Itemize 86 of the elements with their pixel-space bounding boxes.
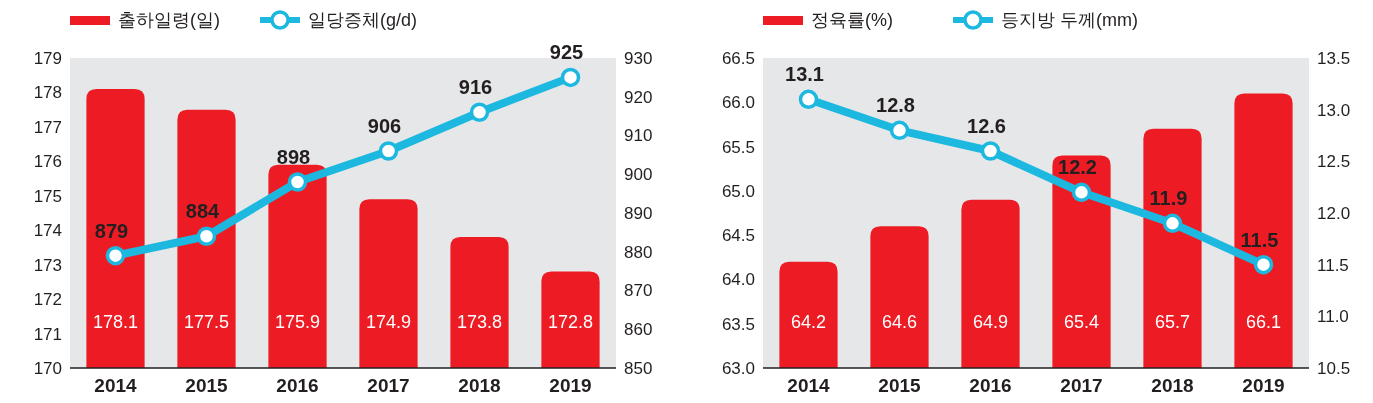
legend-label: 정육률(%) bbox=[811, 10, 893, 31]
data-label: 898 bbox=[276, 146, 311, 168]
y-tick-label: 179 bbox=[33, 48, 62, 68]
data-label: 64.2 bbox=[790, 312, 827, 332]
y-tick-label: 64.5 bbox=[721, 226, 755, 246]
point bbox=[798, 89, 819, 110]
y-tick-label: 175 bbox=[33, 186, 62, 206]
x-tick-label: 2018 bbox=[1151, 375, 1194, 396]
point bbox=[560, 67, 581, 88]
y-tick-label: 66.5 bbox=[721, 48, 755, 68]
data-label: 12.8 bbox=[876, 94, 915, 117]
y2-tick-label: 10.5 bbox=[1317, 358, 1351, 378]
y-tick-label: 172 bbox=[33, 290, 62, 310]
x-tick-label: 2017 bbox=[367, 375, 410, 396]
data-label: 65.4 bbox=[1063, 312, 1100, 332]
data-label: 925 bbox=[549, 41, 584, 64]
y-tick-label: 177 bbox=[33, 117, 62, 137]
legend-label: 등지방 두께(mm) bbox=[1001, 10, 1138, 31]
x-tick-label: 2015 bbox=[185, 375, 229, 396]
y2-tick-label: 850 bbox=[624, 358, 653, 378]
data-label: 12.2 bbox=[1058, 156, 1097, 179]
data-label: 64.6 bbox=[881, 312, 918, 332]
x-tick-label: 2016 bbox=[276, 375, 319, 396]
y2-tick-label: 900 bbox=[624, 165, 653, 185]
data-label: 177.5 bbox=[183, 312, 230, 332]
y2-tick-label: 890 bbox=[624, 203, 653, 223]
data-label: 906 bbox=[367, 115, 402, 137]
data-label: 11.9 bbox=[1149, 187, 1188, 210]
y-tick-label: 173 bbox=[33, 255, 62, 275]
data-label: 11.5 bbox=[1240, 228, 1279, 251]
legend-label: 출하일령(일) bbox=[118, 10, 220, 31]
y2-tick-label: 13.0 bbox=[1317, 100, 1351, 120]
y-tick-label: 174 bbox=[33, 221, 62, 241]
y2-tick-label: 11.5 bbox=[1317, 255, 1349, 275]
y2-tick-label: 930 bbox=[624, 48, 653, 68]
y2-tick-label: 910 bbox=[624, 126, 653, 146]
y-tick-label: 178 bbox=[33, 83, 62, 103]
y2-tick-label: 880 bbox=[624, 242, 653, 262]
x-tick-label: 2019 bbox=[549, 375, 592, 396]
y2-tick-label: 920 bbox=[624, 87, 653, 107]
y-tick-label: 170 bbox=[33, 358, 62, 378]
data-label: 879 bbox=[94, 219, 129, 242]
data-label: 173.8 bbox=[456, 312, 503, 332]
y-tick-label: 65.0 bbox=[721, 181, 755, 201]
point bbox=[378, 141, 399, 161]
y-tick-label: 171 bbox=[33, 324, 62, 344]
y-tick-label: 64.0 bbox=[721, 270, 755, 290]
data-label: 172.8 bbox=[547, 312, 594, 332]
point bbox=[469, 102, 490, 122]
point bbox=[196, 226, 217, 246]
y-tick-label: 176 bbox=[33, 152, 62, 172]
point bbox=[1253, 254, 1274, 275]
point bbox=[287, 172, 308, 192]
y2-tick-label: 12.0 bbox=[1317, 203, 1351, 223]
data-label: 66.1 bbox=[1245, 312, 1282, 332]
y-tick-label: 63.0 bbox=[721, 358, 755, 378]
point bbox=[1071, 182, 1092, 203]
y2-tick-label: 11.0 bbox=[1317, 307, 1349, 327]
data-label: 12.6 bbox=[967, 115, 1006, 137]
x-tick-label: 2015 bbox=[878, 375, 922, 396]
y2-tick-label: 870 bbox=[624, 281, 653, 301]
x-tick-label: 2017 bbox=[1060, 375, 1103, 396]
y-tick-label: 63.5 bbox=[721, 314, 755, 334]
legend-label: 일당증체(g/d) bbox=[308, 10, 418, 31]
x-tick-label: 2018 bbox=[458, 375, 501, 396]
y2-tick-label: 12.5 bbox=[1317, 152, 1351, 172]
y-tick-label: 65.5 bbox=[721, 137, 755, 157]
x-tick-label: 2014 bbox=[787, 375, 831, 396]
data-label: 65.7 bbox=[1154, 312, 1191, 332]
y-tick-label: 66.0 bbox=[721, 93, 755, 113]
point bbox=[105, 245, 126, 266]
data-label: 175.9 bbox=[274, 312, 321, 332]
point bbox=[889, 120, 910, 141]
x-tick-label: 2019 bbox=[1242, 375, 1285, 396]
y2-tick-label: 13.5 bbox=[1317, 48, 1351, 68]
data-label: 916 bbox=[458, 76, 493, 99]
data-label: 13.1 bbox=[785, 63, 824, 86]
x-tick-label: 2016 bbox=[969, 375, 1012, 396]
point bbox=[1162, 213, 1183, 234]
data-label: 64.9 bbox=[972, 312, 1009, 332]
data-label: 884 bbox=[185, 200, 221, 223]
point bbox=[980, 141, 1001, 161]
data-label: 178.1 bbox=[92, 312, 139, 332]
x-tick-label: 2014 bbox=[94, 375, 138, 396]
data-label: 174.9 bbox=[365, 312, 412, 332]
y2-tick-label: 860 bbox=[624, 320, 653, 340]
